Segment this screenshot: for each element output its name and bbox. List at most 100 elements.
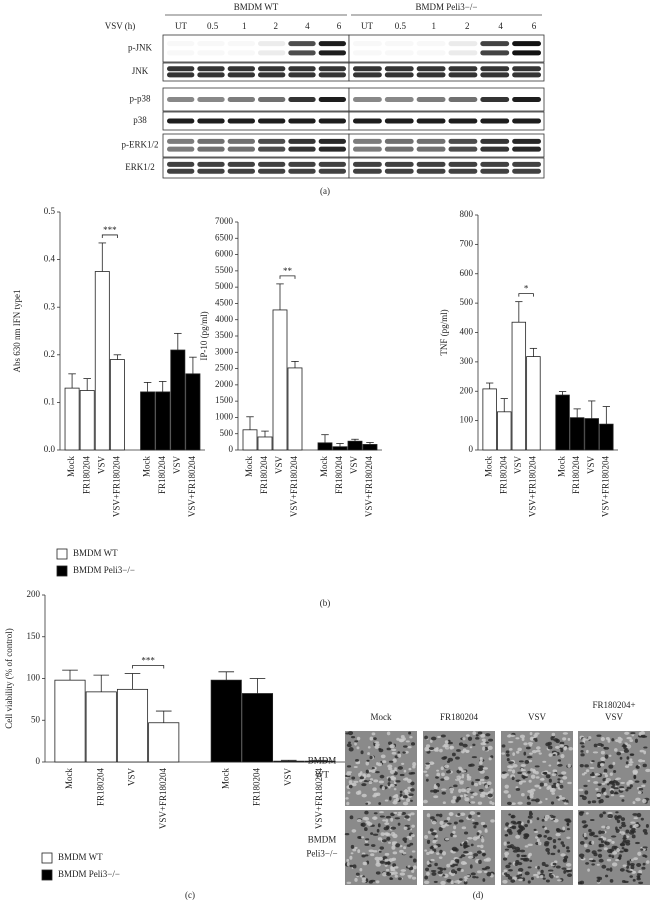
cell (533, 737, 538, 741)
cell (545, 879, 550, 883)
cell (370, 832, 374, 835)
cell (407, 746, 412, 749)
blot-band (318, 118, 346, 124)
blot-band (480, 146, 510, 152)
cell (616, 848, 621, 852)
cell (541, 818, 545, 822)
cell (635, 841, 640, 845)
cell (374, 856, 380, 861)
blot-band (448, 66, 478, 72)
blot-band (318, 161, 346, 167)
bar (569, 417, 585, 451)
cell (423, 770, 428, 773)
blot-band (318, 146, 346, 152)
cell (467, 836, 473, 840)
cell (620, 781, 625, 784)
cell (475, 737, 480, 740)
cell (477, 814, 481, 818)
cell (634, 780, 640, 783)
cell (637, 851, 642, 856)
y-tick-label: 100 (460, 415, 474, 425)
cell (619, 794, 625, 798)
cell (424, 849, 428, 852)
blot-band (353, 118, 382, 124)
cell (444, 740, 449, 744)
y-tick-label: 4000 (215, 314, 234, 324)
cell (412, 761, 417, 767)
cell (642, 829, 648, 833)
bar (362, 444, 378, 451)
blot-band (384, 97, 414, 102)
cell (629, 875, 633, 878)
cell (534, 770, 539, 775)
cell (425, 762, 430, 765)
cell (600, 750, 605, 755)
blot-band (448, 168, 478, 174)
cell (397, 813, 402, 816)
cell (348, 741, 351, 744)
cell (552, 838, 557, 844)
cell (523, 751, 527, 756)
cell (370, 844, 376, 847)
cell (392, 758, 397, 763)
cell (607, 813, 613, 819)
cell (537, 841, 542, 846)
cell (425, 774, 429, 777)
cell (599, 763, 605, 767)
cell (536, 817, 540, 821)
blot-band (227, 168, 255, 174)
cell (387, 764, 393, 769)
x-tick-label: Mock (484, 456, 494, 477)
significance-bracket (279, 275, 296, 279)
cell (627, 862, 631, 866)
cell (476, 812, 481, 815)
blot-band (258, 146, 286, 152)
cell (379, 860, 385, 864)
cell (551, 732, 556, 737)
cell (629, 784, 633, 788)
blot-frame (162, 34, 350, 63)
cell (521, 793, 525, 797)
cell (479, 844, 484, 849)
cell (397, 811, 403, 814)
cell (361, 877, 367, 881)
cell (550, 815, 556, 818)
cell (529, 752, 533, 755)
cell (488, 757, 492, 761)
cell (620, 831, 625, 835)
cell (386, 836, 391, 841)
cell (559, 744, 564, 748)
cell (426, 763, 431, 769)
micrograph-column-label: VSV (528, 712, 547, 722)
cell (350, 844, 355, 849)
cell (354, 846, 358, 849)
cell (599, 798, 604, 804)
blot-band (167, 50, 194, 55)
blot-frame (348, 157, 545, 179)
time-label: VSV (h) (105, 21, 136, 31)
y-tick-label: 1000 (215, 411, 234, 421)
cell (609, 781, 614, 784)
x-tick-label: FR180204 (252, 768, 262, 807)
cell (399, 872, 406, 876)
cell (562, 858, 568, 863)
cell (515, 788, 521, 791)
cell (585, 738, 589, 741)
cell (591, 760, 595, 763)
cell (358, 772, 362, 777)
blot-band (288, 161, 316, 167)
x-tick-label: FR180204 (259, 456, 269, 495)
cell (632, 813, 638, 816)
micrograph-row-label: WT (315, 770, 329, 780)
cell (382, 819, 386, 822)
bar (317, 442, 333, 451)
cell (579, 880, 585, 885)
cell (440, 824, 446, 828)
cell (548, 869, 554, 872)
cell (483, 870, 488, 873)
cell (616, 819, 621, 824)
cell (535, 836, 539, 839)
cell (642, 763, 647, 768)
x-tick-label: FR180204 (498, 456, 508, 495)
cell (614, 748, 618, 752)
